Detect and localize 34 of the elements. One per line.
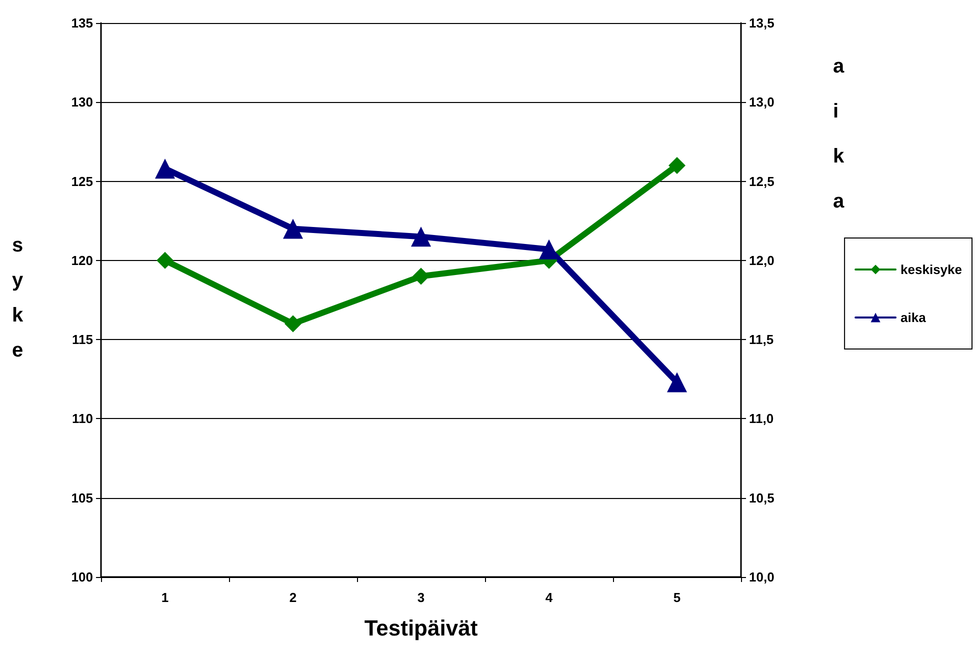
point [283,218,303,239]
point [155,158,175,179]
point [156,252,174,269]
y-tick-label: 100 [71,570,93,584]
x-tick-label: 1 [161,590,169,605]
y2-axis-title: aika [833,56,845,212]
y-tick-label: 115 [72,332,93,348]
point [411,226,431,247]
y-tick-label: 120 [71,252,93,268]
y2-tick-label: 12,5 [749,174,774,189]
legend-label: aika [900,310,927,325]
y2-tick-label: 11,0 [749,411,774,426]
point [284,315,302,332]
y2-tick-label: 13,0 [749,94,774,110]
point [412,268,430,285]
y-tick-label: 135 [71,16,93,30]
point [668,156,686,174]
y-tick-label: 105 [71,490,93,506]
x-axis-title: Testipäivät [364,616,478,640]
y-axis-title: syke [12,234,24,362]
y2-tick-label: 12,0 [749,252,774,268]
x-tick-label: 4 [545,590,554,605]
legend-label: keskisyke [900,262,962,277]
x-tick-label: 5 [673,590,681,605]
y-tick-label: 110 [72,411,93,426]
y2-tick-label: 10,0 [749,570,774,584]
y2-tick-label: 10,5 [749,490,774,506]
x-tick-label: 3 [417,590,425,605]
y-tick-label: 130 [71,94,93,110]
point [667,372,687,392]
y2-tick-label: 11,5 [749,332,774,348]
x-tick-label: 2 [289,590,297,605]
y-tick-label: 125 [71,174,93,189]
y2-tick-label: 13,5 [749,16,774,30]
